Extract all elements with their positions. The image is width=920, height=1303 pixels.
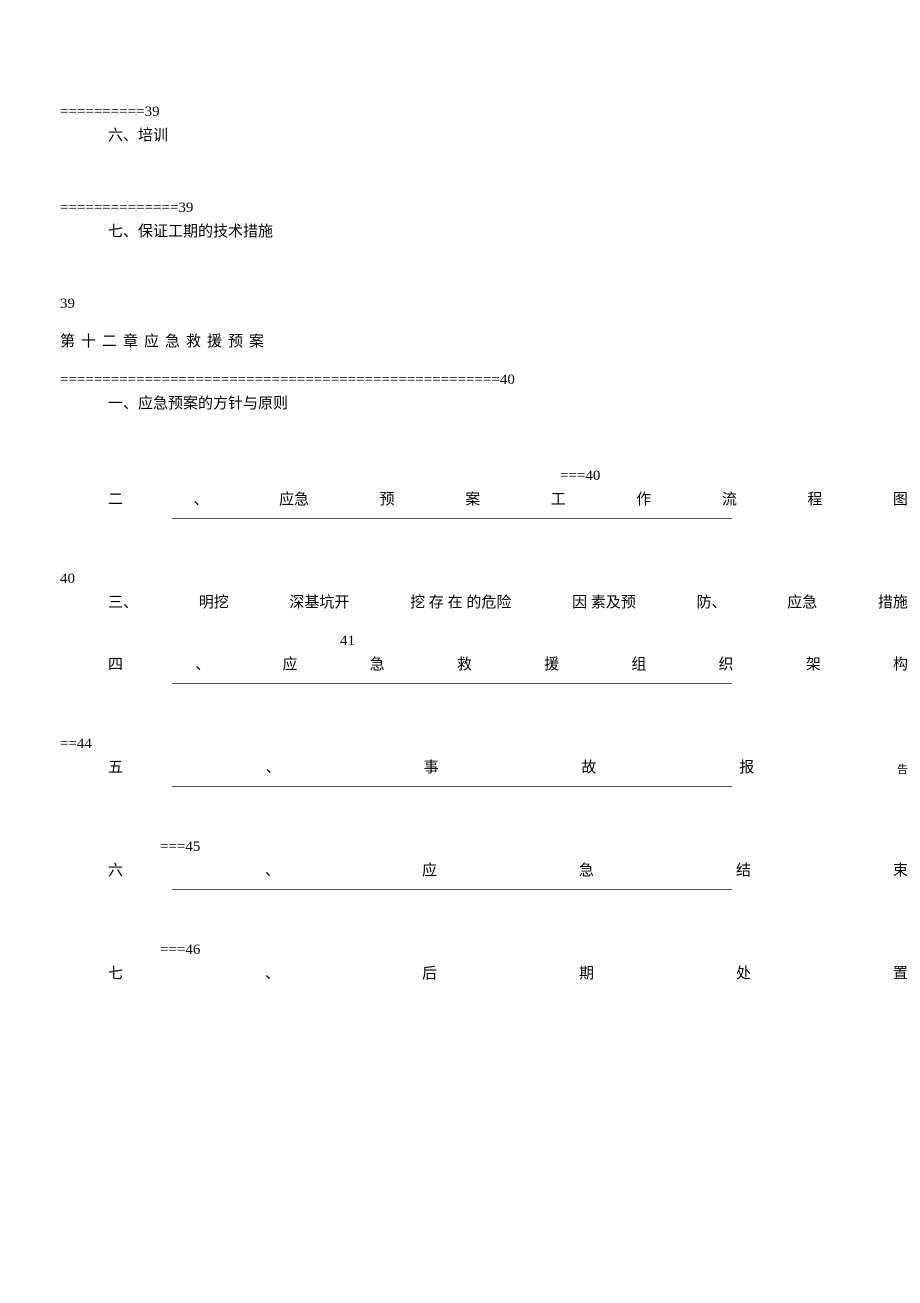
chapter-12-title: 第十二章应急救援预案 xyxy=(60,330,860,354)
toc-row-4-seg: 组 xyxy=(631,653,646,677)
page-ref-45: ===45 xyxy=(60,835,860,859)
toc-row-6-seg: 急 xyxy=(579,859,594,883)
toc-row-3-seg: 防、 xyxy=(697,591,727,615)
toc-row-5: 五 、 事 故 报 告 xyxy=(60,756,908,780)
toc-row-3-seg: 明挖 xyxy=(199,591,229,615)
toc-row-5-seg: 报 xyxy=(739,756,754,780)
toc-item-7: 七、保证工期的技术措施 xyxy=(60,220,860,244)
toc-row-2-seg: 作 xyxy=(636,488,651,512)
toc-row-3: 三、 明挖 深基坑开 挖 存 在 的危险 因 素及预 防、 应急 措施 xyxy=(60,591,908,615)
page-number-41: 41 xyxy=(60,629,860,653)
toc-row-6-seg: 束 xyxy=(893,859,908,883)
toc-row-3-seg: 因 素及预 xyxy=(572,591,636,615)
toc-row-4: 四 、 应 急 救 援 组 织 架 构 xyxy=(60,653,908,677)
page-ref-39a: ==========39 xyxy=(60,100,860,124)
toc-row-4-seg: 织 xyxy=(719,653,734,677)
toc-row-5-seg: 、 xyxy=(266,756,281,780)
toc-row-2-seg: 程 xyxy=(807,488,822,512)
toc-row-3-seg: 深基坑开 xyxy=(289,591,349,615)
document-page: ==========39 六、培训 ==============39 七、保证工… xyxy=(0,0,920,1046)
toc-row-4-seg: 急 xyxy=(370,653,385,677)
toc-row-4-seg: 救 xyxy=(457,653,472,677)
page-number-40: 40 xyxy=(60,567,860,591)
toc-row-2-wrap: ===40 二 、 应急 预 案 工 作 流 程 图 xyxy=(60,464,860,519)
toc-row-4-seg: 应 xyxy=(282,653,297,677)
page-number-39: 39 xyxy=(60,292,860,316)
toc-row-7: 七 、 后 期 处 置 xyxy=(60,962,908,986)
toc-row-4-seg: 援 xyxy=(544,653,559,677)
toc-row-7-seg: 七 xyxy=(108,962,123,986)
toc-row-3-seg: 挖 存 在 的危险 xyxy=(410,591,511,615)
toc-row-3-seg: 应急 xyxy=(787,591,817,615)
toc-row-2: 二 、 应急 预 案 工 作 流 程 图 xyxy=(60,488,908,512)
page-ref-39b: ==============39 xyxy=(60,196,860,220)
toc-row-3-seg: 三、 xyxy=(108,591,138,615)
toc-row-7-seg: 期 xyxy=(579,962,594,986)
toc-item-6: 六、培训 xyxy=(60,124,860,148)
toc-row-5-seg: 事 xyxy=(424,756,439,780)
toc-row-7-seg: 置 xyxy=(893,962,908,986)
toc-row-6: 六 、 应 急 结 束 xyxy=(60,859,908,883)
page-ref-44: ==44 xyxy=(60,732,860,756)
toc-item-12-1: 一、应急预案的方针与原则 xyxy=(60,392,860,416)
toc-row-5-seg: 故 xyxy=(581,756,596,780)
toc-row-4-seg: 架 xyxy=(806,653,821,677)
toc-row-6-seg: 六 xyxy=(108,859,123,883)
toc-row-2-seg: 工 xyxy=(551,488,566,512)
toc-row-4-seg: 、 xyxy=(195,653,210,677)
toc-row-2-seg: 流 xyxy=(722,488,737,512)
toc-row-7-seg: 处 xyxy=(736,962,751,986)
toc-row-4-seg: 构 xyxy=(893,653,908,677)
page-ref-40-frag: ===40 xyxy=(560,468,600,484)
toc-row-5-seg: 五 xyxy=(108,756,123,780)
page-ref-46: ===46 xyxy=(60,938,860,962)
toc-row-6-seg: 结 xyxy=(736,859,751,883)
toc-row-2-seg: 案 xyxy=(465,488,480,512)
toc-row-2-seg: 、 xyxy=(194,488,209,512)
toc-row-2-seg: 预 xyxy=(380,488,395,512)
toc-row-7-seg: 、 xyxy=(265,962,280,986)
toc-row-3-seg: 措施 xyxy=(878,591,908,615)
toc-row-4-seg: 四 xyxy=(108,653,123,677)
toc-row-2-seg: 二 xyxy=(108,488,123,512)
toc-row-6-seg: 、 xyxy=(265,859,280,883)
toc-row-6-seg: 应 xyxy=(422,859,437,883)
chapter-12-dashes: ========================================… xyxy=(60,368,860,392)
toc-row-5-seg-small: 告 xyxy=(897,762,908,780)
toc-row-7-seg: 后 xyxy=(422,962,437,986)
toc-row-2-seg: 图 xyxy=(893,488,908,512)
toc-row-2-seg: 应急 xyxy=(279,488,309,512)
